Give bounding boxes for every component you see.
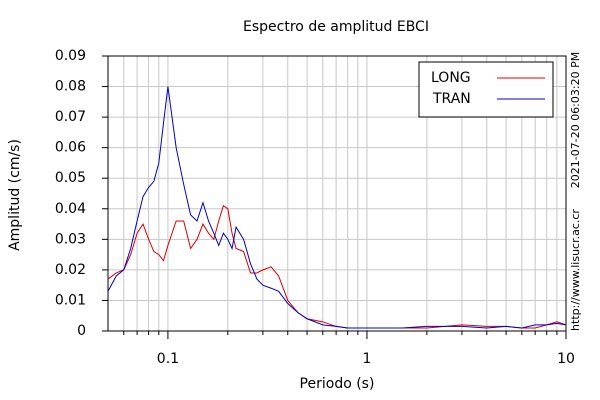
x-tick-label: 10 — [557, 351, 575, 367]
chart-title: Espectro de amplitud EBCI — [243, 19, 429, 35]
x-tick-label: 0.1 — [157, 351, 179, 367]
x-axis-label: Periodo (s) — [300, 376, 375, 392]
y-tick-label: 0.07 — [55, 109, 86, 125]
series-line — [107, 86, 567, 329]
y-axis-label: Amplitud (cm/s) — [7, 139, 23, 251]
y-tick-label: 0.06 — [55, 140, 86, 156]
y-tick-label: 0.03 — [55, 231, 86, 247]
legend-label: TRAN — [432, 91, 471, 107]
y-tick-label: 0 — [77, 323, 86, 339]
y-tick-label: 0.05 — [55, 170, 86, 186]
y-tick-label: 0.02 — [55, 262, 86, 278]
y-tick-label: 0.08 — [55, 79, 86, 95]
legend-label: LONG — [431, 70, 471, 86]
legend-box — [418, 61, 554, 118]
y-tick-label: 0.01 — [55, 292, 86, 308]
source-url: http://www.lisucr.ac.cr — [569, 209, 582, 331]
plot-frame — [107, 55, 567, 332]
x-tick-label: 1 — [362, 351, 371, 367]
timestamp: 2021-07-20 06:03:20 PM — [569, 52, 582, 188]
y-tick-label: 0.09 — [55, 48, 86, 64]
y-tick-label: 0.04 — [55, 201, 86, 217]
